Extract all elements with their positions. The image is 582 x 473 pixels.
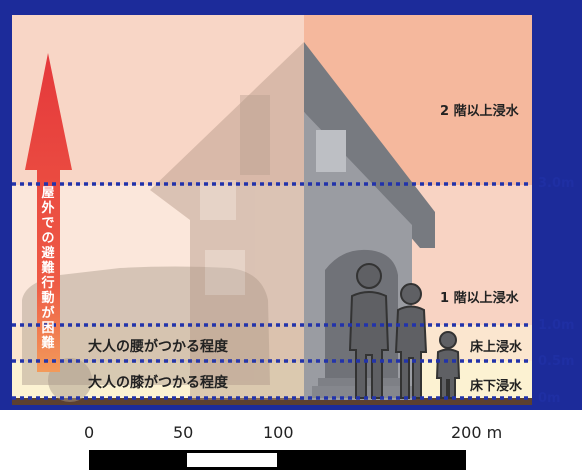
house-left-faded — [150, 42, 304, 400]
ground — [12, 398, 532, 405]
title-bar — [0, 0, 582, 15]
child-figure — [435, 331, 461, 399]
house-window — [316, 130, 346, 172]
level-3m: 3.0m — [538, 176, 575, 191]
floor1-label: 1 階以上浸水 — [440, 291, 519, 306]
car-silhouette — [22, 266, 270, 385]
house-chimney — [240, 95, 270, 175]
arrow-label: 屋外での避難行動が困難 — [41, 186, 55, 351]
house-roof-right — [304, 42, 435, 248]
level-1m: 1.0m — [538, 318, 575, 333]
level-05m: 0.5m — [538, 354, 575, 369]
scale-tick-200: 200 m — [451, 423, 503, 442]
scale-bar-gap — [187, 453, 277, 467]
adult-figure — [348, 263, 390, 399]
above-floor-label: 床上浸水 — [470, 340, 523, 355]
level-0m: 0m — [538, 391, 561, 406]
scale-bar — [89, 450, 466, 470]
evacuation-arrow — [25, 53, 72, 372]
below-floor-label: 床下浸水 — [470, 379, 523, 394]
level-lines — [12, 182, 532, 400]
waist-label: 大人の腰がつかる程度 — [88, 339, 228, 355]
scale-tick-0: 0 — [84, 423, 95, 442]
scale-tick-50: 50 — [173, 423, 194, 442]
floor2-label: 2 階以上浸水 — [440, 104, 519, 119]
frame-bottom — [0, 405, 582, 410]
knee-label: 大人の膝がつかる程度 — [88, 375, 228, 391]
frame-left — [0, 0, 12, 410]
frame-right — [532, 0, 582, 410]
scale-tick-100: 100 — [263, 423, 294, 442]
